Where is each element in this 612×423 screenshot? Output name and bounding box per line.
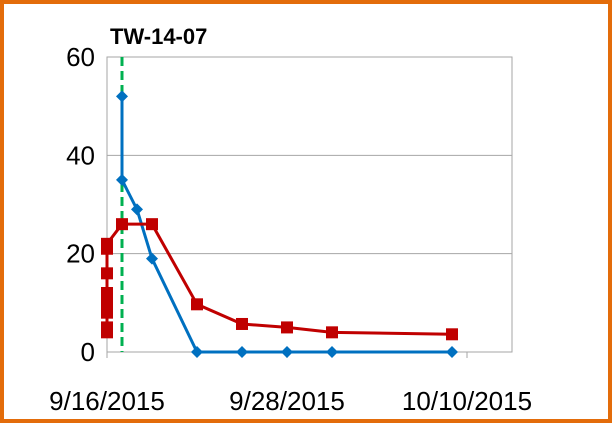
marker: [446, 346, 458, 358]
marker: [326, 346, 338, 358]
marker: [116, 90, 128, 103]
marker: [101, 306, 113, 319]
marker: [101, 237, 113, 250]
y-tick-label: 0: [81, 337, 95, 367]
marker: [281, 346, 293, 358]
marker: [101, 287, 113, 299]
marker: [116, 218, 128, 231]
marker: [101, 321, 113, 334]
marker: [326, 326, 338, 339]
y-tick-label: 20: [66, 239, 95, 269]
marker: [101, 267, 113, 280]
marker: [116, 173, 128, 186]
marker: [101, 296, 113, 309]
x-tick-label: 10/10/2015: [402, 386, 532, 416]
y-tick-label: 60: [66, 42, 95, 72]
x-tick-label: 9/28/2015: [229, 386, 345, 416]
marker: [236, 317, 248, 330]
marker: [191, 298, 203, 311]
marker: [236, 346, 248, 358]
x-tick-label: 9/16/2015: [49, 386, 165, 416]
marker: [446, 328, 458, 341]
marker: [281, 321, 293, 334]
marker: [131, 203, 143, 216]
chart-title: TW-14-07: [110, 24, 207, 49]
y-tick-label: 40: [66, 140, 95, 170]
marker: [191, 346, 203, 358]
marker: [146, 252, 158, 265]
marker: [146, 218, 158, 231]
